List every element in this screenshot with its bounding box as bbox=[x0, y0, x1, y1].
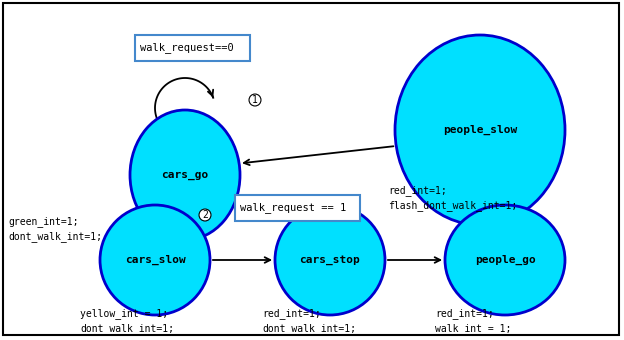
Text: 2: 2 bbox=[202, 210, 208, 220]
Ellipse shape bbox=[395, 35, 565, 225]
Bar bbox=[235, 195, 360, 221]
Text: cars_go: cars_go bbox=[162, 170, 208, 180]
Text: people_go: people_go bbox=[475, 255, 535, 265]
Text: red_int=1;
flash_dont_walk_int=1;: red_int=1; flash_dont_walk_int=1; bbox=[388, 185, 517, 211]
Ellipse shape bbox=[130, 110, 240, 240]
Text: walk_request == 1: walk_request == 1 bbox=[240, 203, 346, 214]
Bar bbox=[135, 35, 250, 61]
Text: walk_request==0: walk_request==0 bbox=[140, 42, 234, 53]
Text: people_slow: people_slow bbox=[443, 125, 517, 135]
Text: red_int=1;
dont_walk_int=1;: red_int=1; dont_walk_int=1; bbox=[262, 308, 356, 334]
Text: red_int=1;
walk_int = 1;: red_int=1; walk_int = 1; bbox=[435, 308, 512, 334]
Ellipse shape bbox=[275, 205, 385, 315]
Text: yellow_int = 1;
dont_walk_int=1;: yellow_int = 1; dont_walk_int=1; bbox=[80, 308, 174, 334]
Ellipse shape bbox=[100, 205, 210, 315]
Text: cars_stop: cars_stop bbox=[300, 255, 361, 265]
Ellipse shape bbox=[445, 205, 565, 315]
Text: 1: 1 bbox=[252, 95, 258, 105]
Text: green_int=1;
dont_walk_int=1;: green_int=1; dont_walk_int=1; bbox=[8, 216, 102, 242]
Text: cars_slow: cars_slow bbox=[125, 255, 185, 265]
